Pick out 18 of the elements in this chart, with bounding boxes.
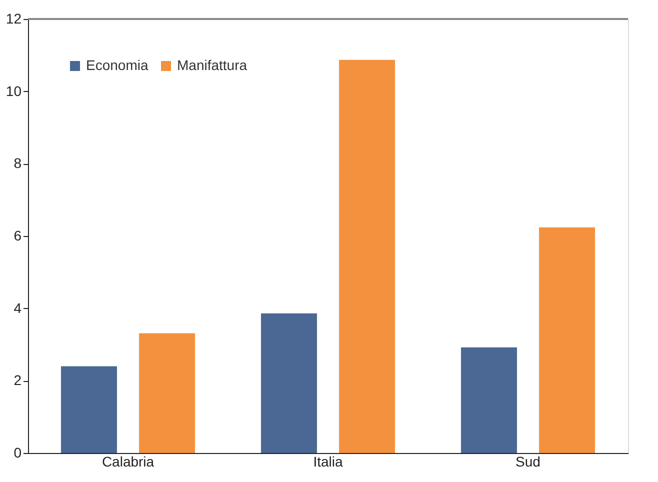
legend-label: Economia: [86, 57, 148, 73]
bar: [60, 366, 117, 453]
bar: [339, 60, 396, 453]
y-tick-label: 6: [14, 228, 22, 244]
y-tick-label: 12: [6, 10, 22, 26]
y-tick-label: 2: [14, 372, 22, 388]
y-tick-label: 0: [14, 444, 22, 460]
y-tick-label: 4: [14, 300, 22, 316]
bar: [460, 347, 517, 453]
x-tick-label: Italia: [313, 454, 343, 470]
x-tick-label: Calabria: [102, 454, 154, 470]
bar: [139, 333, 196, 453]
legend-label: Manifattura: [177, 57, 248, 73]
y-tick-label: 10: [6, 82, 22, 99]
bar: [539, 227, 596, 453]
bar: [260, 313, 317, 453]
y-tick-label: 8: [14, 155, 22, 172]
x-tick-label: Sud: [516, 454, 540, 470]
